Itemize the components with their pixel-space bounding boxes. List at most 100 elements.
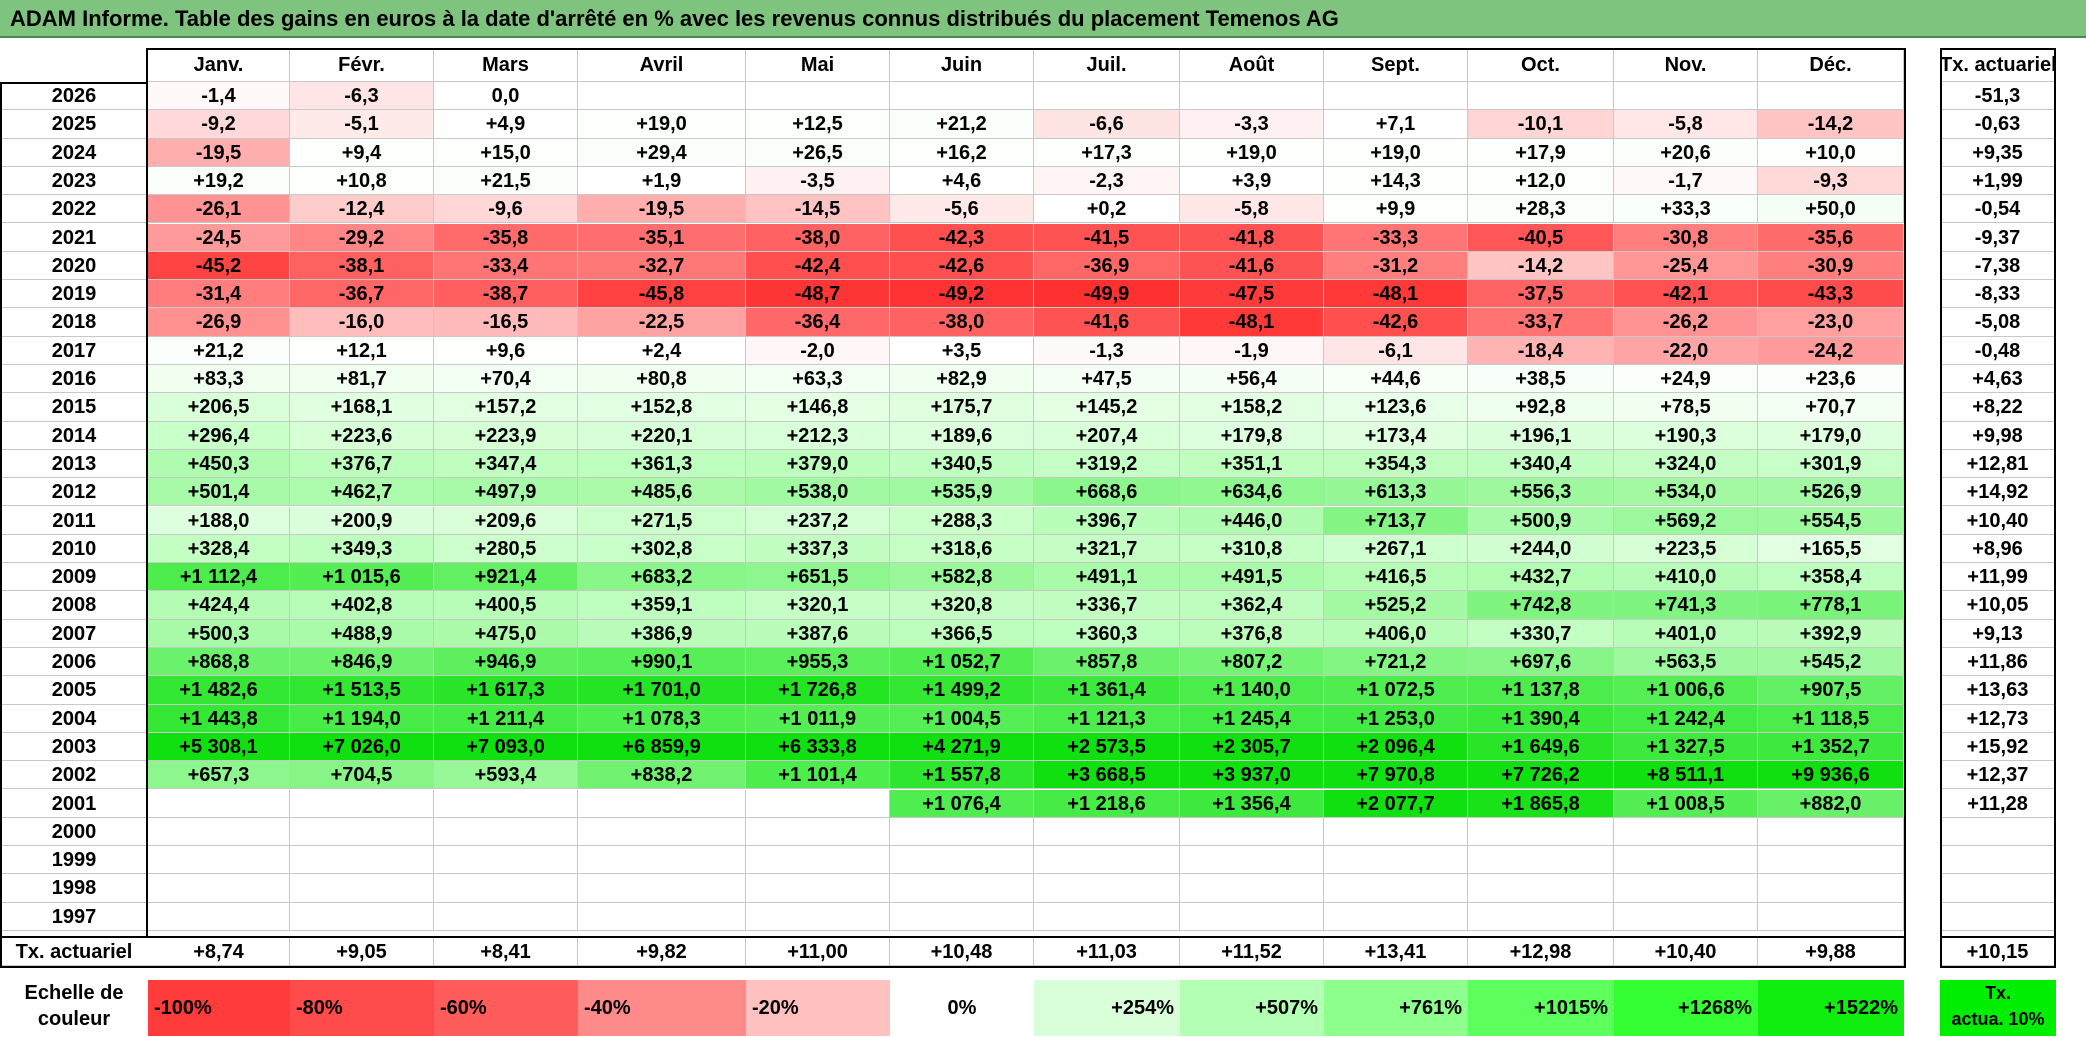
- gain-cell: 0,0: [434, 82, 578, 111]
- gain-cell: [1614, 902, 1758, 931]
- gain-cell: +3,9: [1180, 166, 1324, 196]
- gain-cell: +491,5: [1180, 563, 1324, 592]
- color-scale-item: -80%: [290, 980, 434, 1036]
- gain-cell: +946,9: [434, 648, 578, 677]
- gain-cell: +146,8: [746, 393, 890, 422]
- year-label: 2018: [0, 308, 148, 337]
- gain-cell: +450,3: [148, 449, 290, 479]
- gain-cell: -48,1: [1180, 308, 1324, 337]
- gain-cell: +857,8: [1034, 648, 1180, 677]
- gain-cell: +721,2: [1324, 648, 1468, 677]
- gain-cell: +525,2: [1324, 591, 1468, 620]
- gain-cell: -35,8: [434, 223, 578, 252]
- tx-cell: +8,22: [1940, 393, 2056, 422]
- gain-cell: +196,1: [1468, 421, 1614, 450]
- gain-cell: +1 390,4: [1468, 704, 1614, 733]
- gain-cell: +7 026,0: [290, 732, 434, 762]
- gain-cell: +538,0: [746, 478, 890, 507]
- gain-cell: -42,6: [1324, 308, 1468, 337]
- gain-cell: [148, 902, 290, 931]
- month-header: Déc.: [1758, 48, 1904, 82]
- gain-cell: [578, 82, 746, 111]
- gain-cell: +9,6: [434, 336, 578, 365]
- gain-cell: +324,0: [1614, 449, 1758, 479]
- gain-cell: +23,6: [1758, 365, 1904, 394]
- tx-cell: +10,05: [1940, 591, 2056, 620]
- gain-cell: -41,6: [1034, 308, 1180, 337]
- gain-cell: +3 668,5: [1034, 761, 1180, 790]
- gain-cell: -30,9: [1758, 251, 1904, 281]
- gain-cell: +320,1: [746, 591, 890, 620]
- tx-cell: +11,86: [1940, 648, 2056, 677]
- gain-cell: -9,2: [148, 110, 290, 139]
- gain-cell: +713,7: [1324, 506, 1468, 535]
- gain-cell: +921,4: [434, 563, 578, 592]
- gain-cell: +497,9: [434, 478, 578, 507]
- tx-cell: -8,33: [1940, 280, 2056, 309]
- gain-cell: +1 137,8: [1468, 676, 1614, 705]
- gain-cell: +4 271,9: [890, 732, 1034, 762]
- gain-cell: [1468, 874, 1614, 903]
- gain-cell: +868,8: [148, 648, 290, 677]
- gain-cell: +70,4: [434, 365, 578, 394]
- gain-cell: +1 140,0: [1180, 676, 1324, 705]
- gain-cell: +179,8: [1180, 421, 1324, 450]
- month-header: Juin: [890, 48, 1034, 82]
- gain-cell: [1180, 82, 1324, 111]
- tx-cell: +11,28: [1940, 789, 2056, 818]
- year-label: 2011: [0, 507, 148, 535]
- page-title: ADAM Informe. Table des gains en euros à…: [10, 6, 1339, 31]
- gain-cell: -38,0: [890, 308, 1034, 337]
- gain-cell: [578, 789, 746, 818]
- gain-cell: +19,0: [578, 110, 746, 139]
- gain-cell: +10,0: [1758, 138, 1904, 167]
- gain-cell: +173,4: [1324, 421, 1468, 450]
- tx-cell: +14,92: [1940, 478, 2056, 507]
- gain-cell: +1 015,6: [290, 563, 434, 592]
- year-label: 2020: [0, 252, 148, 281]
- gain-cell: +401,0: [1614, 619, 1758, 648]
- month-header: Févr.: [290, 48, 434, 82]
- footer-cell: +12,98: [1468, 938, 1614, 966]
- gain-cell: +955,3: [746, 648, 890, 677]
- gain-cell: +223,6: [290, 421, 434, 450]
- year-label: 2021: [0, 224, 148, 252]
- month-header: Sept.: [1324, 48, 1468, 82]
- tx-cell: +9,13: [1940, 619, 2056, 648]
- gain-cell: +206,5: [148, 393, 290, 422]
- gain-cell: -16,0: [290, 308, 434, 337]
- gain-cell: [890, 817, 1034, 847]
- gain-cell: +8 511,1: [1614, 761, 1758, 790]
- gain-cell: -16,5: [434, 308, 578, 337]
- gain-cell: +501,4: [148, 478, 290, 507]
- gain-cell: [890, 902, 1034, 931]
- gain-cell: -48,1: [1324, 280, 1468, 309]
- gain-cell: +336,7: [1034, 591, 1180, 620]
- gain-cell: +6 333,8: [746, 732, 890, 762]
- gain-cell: -9,3: [1758, 166, 1904, 196]
- year-label: 2019: [0, 280, 148, 309]
- color-scale-final-line1: Tx.: [1984, 983, 2011, 1003]
- gain-cell: +882,0: [1758, 789, 1904, 818]
- gain-cell: +406,0: [1324, 619, 1468, 648]
- gain-cell: -24,5: [148, 223, 290, 252]
- gain-cell: +12,0: [1468, 166, 1614, 196]
- gain-cell: [148, 789, 290, 818]
- gain-cell: -1,3: [1034, 336, 1180, 365]
- gain-cell: -41,8: [1180, 223, 1324, 252]
- gain-cell: +424,4: [148, 591, 290, 620]
- gain-cell: +354,3: [1324, 449, 1468, 479]
- gain-cell: +704,5: [290, 761, 434, 790]
- gain-cell: +563,5: [1614, 648, 1758, 677]
- gain-cell: [1324, 817, 1468, 847]
- gain-cell: +1 356,4: [1180, 789, 1324, 818]
- gain-cell: +330,7: [1468, 619, 1614, 648]
- gain-cell: -33,4: [434, 251, 578, 281]
- color-scale-item: +1268%: [1614, 980, 1758, 1036]
- footer-cell: +8,74: [148, 938, 290, 966]
- gain-cell: +207,4: [1034, 421, 1180, 450]
- gain-cell: +1 118,5: [1758, 704, 1904, 733]
- gain-cell: +535,9: [890, 478, 1034, 507]
- year-label: 2001: [0, 790, 148, 818]
- gain-cell: -3,5: [746, 166, 890, 196]
